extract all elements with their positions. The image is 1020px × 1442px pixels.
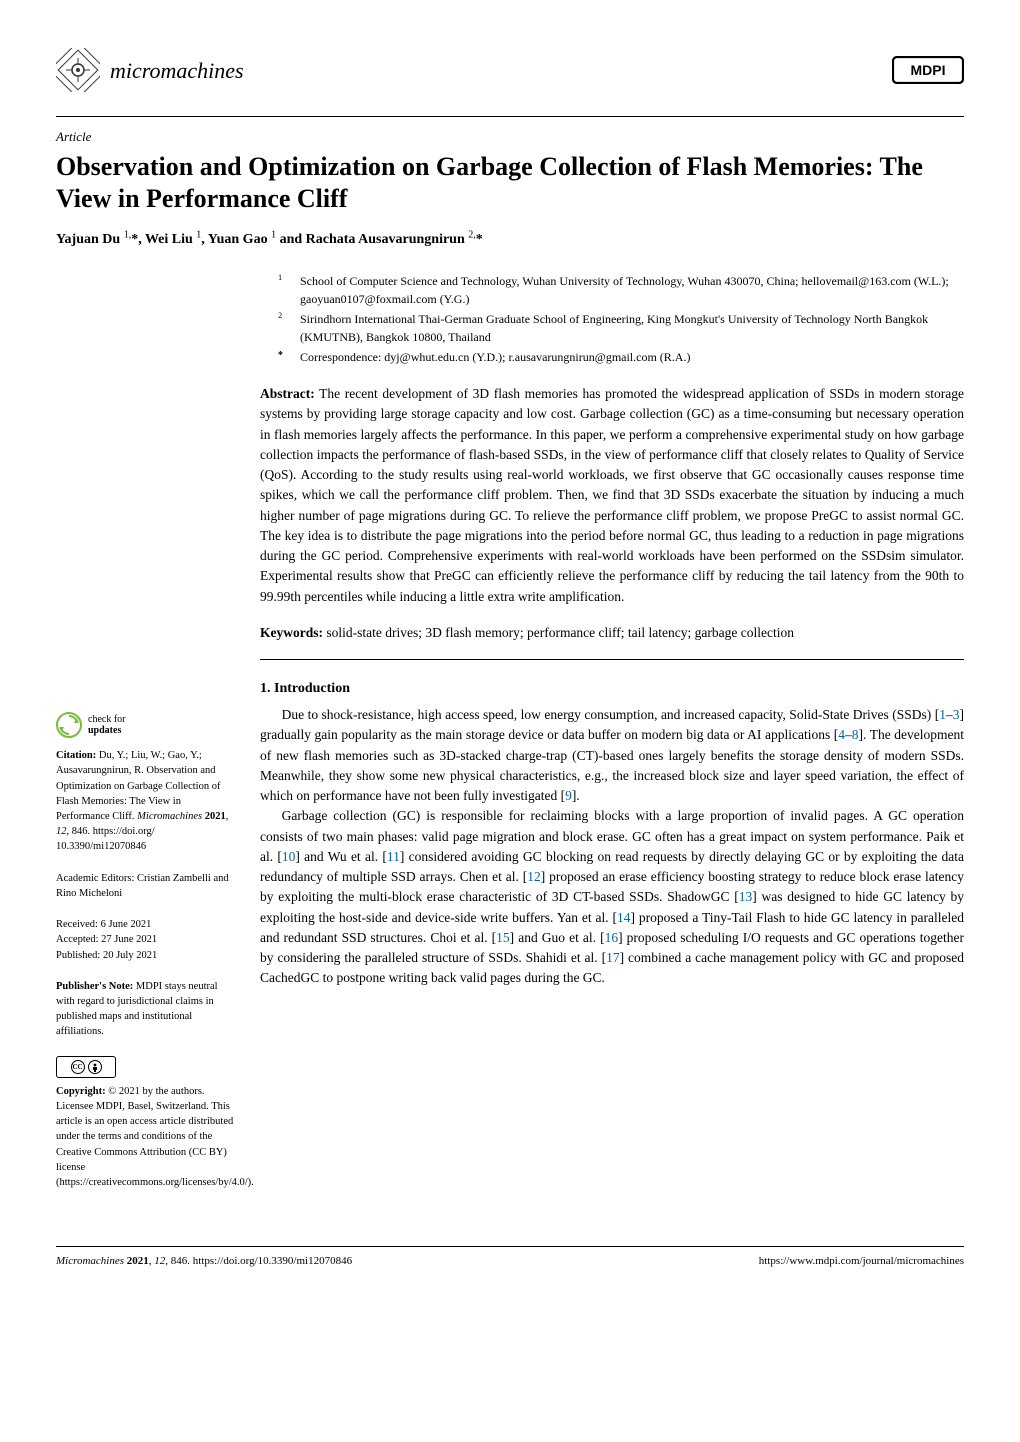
section-heading: 1. Introduction: [260, 678, 964, 699]
check-updates-label: check for updates: [88, 714, 125, 736]
keywords: Keywords: solid-state drives; 3D flash m…: [260, 623, 964, 643]
article-type: Article: [56, 127, 964, 147]
ref-link[interactable]: 4: [838, 727, 845, 742]
body-paragraph: Due to shock-resistance, high access spe…: [260, 705, 964, 806]
ref-link[interactable]: 1: [939, 707, 946, 722]
ref-link[interactable]: 12: [527, 869, 541, 884]
doi-link[interactable]: 10.3390/mi12070846: [56, 841, 146, 852]
footer-url: https://www.mdpi.com/journal/micromachin…: [759, 1253, 964, 1270]
affiliation-row: 2 Sirindhorn International Thai-German G…: [278, 310, 964, 346]
main-column: 1 School of Computer Science and Technol…: [260, 272, 964, 1206]
ref-link[interactable]: 15: [496, 930, 510, 945]
mdpi-logo: MDPI: [892, 56, 964, 84]
dates-block: Received: 6 June 2021 Accepted: 27 June …: [56, 917, 236, 963]
cc-by-badge-icon: CC: [56, 1056, 116, 1078]
check-updates-icon: [56, 712, 82, 738]
ref-link[interactable]: 14: [617, 910, 631, 925]
ref-link[interactable]: 17: [606, 950, 620, 965]
abstract: Abstract: The recent development of 3D f…: [260, 384, 964, 607]
keywords-text: solid-state drives; 3D flash memory; per…: [326, 625, 794, 640]
affiliation-row: * Correspondence: dyj@whut.edu.cn (Y.D.)…: [278, 348, 964, 366]
author-list: Yajuan Du 1,*, Wei Liu 1, Yuan Gao 1 and…: [56, 228, 964, 251]
journal-url-link[interactable]: https://www.mdpi.com/journal/micromachin…: [759, 1255, 964, 1267]
body-paragraph: Garbage collection (GC) is responsible f…: [260, 806, 964, 988]
article-title: Observation and Optimization on Garbage …: [56, 151, 964, 216]
abstract-text: The recent development of 3D flash memor…: [260, 386, 964, 604]
abstract-label: Abstract:: [260, 386, 315, 401]
header-rule: [56, 116, 964, 117]
citation-block: Citation: Du, Y.; Liu, W.; Gao, Y.; Ausa…: [56, 748, 236, 855]
journal-logo: micromachines: [56, 48, 244, 92]
ref-link[interactable]: 8: [852, 727, 859, 742]
footer-citation: Micromachines 2021, 12, 846. https://doi…: [56, 1253, 352, 1270]
page-footer: Micromachines 2021, 12, 846. https://doi…: [56, 1246, 964, 1270]
ref-link[interactable]: 11: [387, 849, 400, 864]
ref-link[interactable]: 13: [739, 889, 753, 904]
section-rule: [260, 659, 964, 660]
ref-link[interactable]: 9: [565, 788, 572, 803]
check-updates-widget[interactable]: check for updates: [56, 712, 236, 738]
ref-link[interactable]: 16: [605, 930, 619, 945]
by-icon: [88, 1060, 102, 1074]
micromachines-icon: [56, 48, 100, 92]
ref-link[interactable]: 10: [282, 849, 296, 864]
editors-block: Academic Editors: Cristian Zambelli and …: [56, 871, 236, 901]
keywords-label: Keywords:: [260, 625, 323, 640]
cc-icon: CC: [71, 1060, 85, 1074]
license-block: CC Copyright: © 2021 by the authors. Lic…: [56, 1056, 236, 1191]
authors-text: Yajuan Du 1,*, Wei Liu 1, Yuan Gao 1 and…: [56, 232, 483, 247]
journal-name: micromachines: [110, 54, 244, 87]
ref-link[interactable]: 3: [953, 707, 960, 722]
sidebar: check for updates Citation: Du, Y.; Liu,…: [56, 272, 236, 1206]
publishers-note-block: Publisher's Note: MDPI stays neutral wit…: [56, 979, 236, 1040]
affiliations: 1 School of Computer Science and Technol…: [260, 272, 964, 366]
svg-text:MDPI: MDPI: [911, 62, 946, 78]
page-header: micromachines MDPI: [56, 48, 964, 92]
affiliation-row: 1 School of Computer Science and Technol…: [278, 272, 964, 308]
footer-doi-link[interactable]: https://doi.org/10.3390/mi12070846: [193, 1255, 352, 1267]
